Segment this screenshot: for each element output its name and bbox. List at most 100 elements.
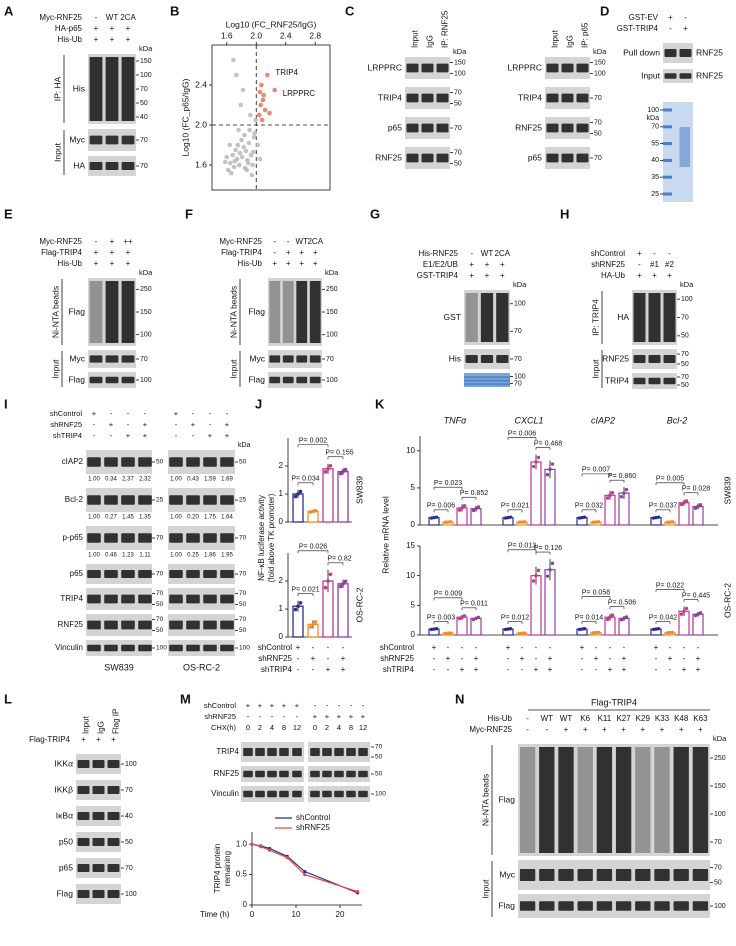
condition-sign: + bbox=[126, 35, 131, 44]
point bbox=[249, 172, 255, 178]
blot-label: His bbox=[449, 353, 461, 363]
condition-sign: + bbox=[654, 643, 659, 652]
series-line bbox=[251, 843, 358, 893]
p-value: P= 0.011 bbox=[460, 601, 488, 608]
size-marker: 100 bbox=[514, 301, 526, 308]
band bbox=[519, 869, 536, 881]
condition-sign: + bbox=[580, 643, 585, 652]
y-tick-label: 5 bbox=[411, 483, 416, 492]
replicate-dot bbox=[668, 520, 672, 524]
y-tick-label: 0 bbox=[243, 900, 248, 909]
band bbox=[89, 376, 103, 384]
condition-sign: + bbox=[506, 643, 511, 652]
condition-label: shRNF25 bbox=[50, 420, 82, 429]
cell-line-label: SW839 bbox=[354, 476, 364, 504]
band bbox=[279, 770, 289, 778]
size-marker: 70 bbox=[140, 137, 148, 144]
condition-sign: - bbox=[287, 237, 290, 246]
replicate-dot bbox=[338, 584, 343, 589]
condition-sign: - bbox=[93, 420, 96, 429]
column-header: IgG bbox=[426, 35, 435, 48]
size-marker: 70 bbox=[454, 149, 462, 156]
band bbox=[406, 153, 419, 163]
condition-sign: + bbox=[94, 24, 99, 33]
condition-sign: - bbox=[327, 654, 330, 663]
band bbox=[104, 533, 118, 543]
replicate-dot bbox=[457, 616, 462, 621]
series-line bbox=[251, 843, 358, 894]
condition-label: Myc-RNF25 bbox=[39, 237, 82, 246]
band bbox=[692, 747, 709, 853]
band bbox=[203, 594, 217, 604]
column-header: IgG bbox=[566, 35, 575, 48]
band bbox=[539, 747, 555, 853]
band bbox=[87, 620, 101, 630]
band bbox=[596, 901, 613, 911]
band bbox=[346, 748, 356, 756]
condition-sign: + bbox=[602, 725, 607, 734]
size-marker: 25 bbox=[239, 497, 247, 504]
p-value: P= 0.022 bbox=[656, 582, 684, 589]
blot-label: Bcl-2 bbox=[65, 495, 84, 504]
blot-label: Myc bbox=[249, 353, 265, 363]
size-marker: 70 bbox=[594, 119, 602, 126]
point bbox=[227, 142, 232, 148]
size-marker: 70 bbox=[140, 86, 148, 93]
band bbox=[104, 620, 118, 630]
quantification: 1.00 bbox=[88, 477, 100, 483]
group-label: IP: HA bbox=[52, 76, 62, 101]
band bbox=[421, 63, 434, 73]
band bbox=[292, 748, 302, 756]
blot bbox=[168, 564, 235, 584]
point bbox=[260, 97, 266, 103]
band bbox=[121, 533, 135, 543]
size-marker: 70 bbox=[140, 163, 148, 170]
condition-sign: + bbox=[313, 248, 318, 257]
band bbox=[648, 293, 661, 342]
replicate-dot bbox=[545, 473, 550, 477]
condition-sign: - bbox=[327, 643, 330, 652]
point bbox=[259, 117, 265, 123]
condition-sign: - bbox=[175, 420, 178, 429]
point bbox=[250, 162, 255, 168]
column-header: IP: RNF25 bbox=[441, 10, 450, 48]
panel-letter: B bbox=[170, 3, 179, 18]
band bbox=[633, 355, 646, 363]
quantification: 0.46 bbox=[105, 553, 117, 559]
condition-sign: 2 bbox=[258, 723, 262, 732]
replicate-dot bbox=[328, 463, 333, 468]
band bbox=[186, 620, 200, 630]
band bbox=[596, 747, 613, 853]
replicate-dot bbox=[323, 470, 328, 474]
column-header: IgG bbox=[97, 721, 106, 734]
replicate-dot bbox=[522, 520, 527, 524]
band bbox=[309, 355, 321, 363]
quantification: 0.27 bbox=[105, 515, 117, 521]
panel-letter: C bbox=[345, 3, 355, 18]
size-marker: 50 bbox=[375, 754, 383, 761]
band bbox=[633, 377, 646, 385]
band bbox=[558, 747, 574, 853]
point bbox=[232, 158, 238, 164]
size-marker: 100 bbox=[375, 791, 386, 798]
condition-sign: #2 bbox=[665, 260, 674, 269]
size-marker: 100 bbox=[681, 296, 693, 303]
point bbox=[225, 167, 231, 173]
y-tick-label: 10 bbox=[406, 446, 415, 455]
condition-sign: + bbox=[534, 665, 539, 674]
condition-sign: - bbox=[655, 654, 658, 663]
blot bbox=[168, 588, 235, 610]
condition-sign: - bbox=[609, 654, 612, 663]
band bbox=[269, 281, 281, 343]
band bbox=[220, 594, 234, 604]
condition-sign: + bbox=[637, 271, 642, 280]
size-marker: 25 bbox=[156, 497, 164, 504]
blot bbox=[168, 640, 235, 656]
band bbox=[87, 495, 101, 505]
replicate-dot bbox=[698, 502, 703, 507]
blot-label: RNF25 bbox=[602, 353, 629, 363]
y-tick-label: 0 bbox=[279, 517, 284, 526]
band bbox=[561, 153, 574, 163]
cell-line-label: SW839 bbox=[722, 476, 732, 504]
